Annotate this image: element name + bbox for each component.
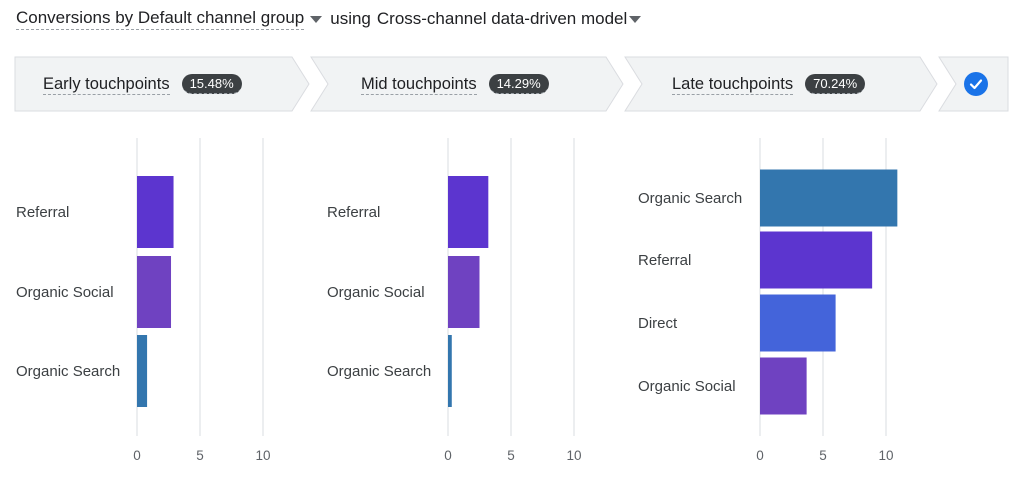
attribution-model-dropdown[interactable]: Cross-channel data-driven model (377, 9, 649, 29)
stage-early-label: Early touchpoints (43, 74, 170, 95)
touchpoint-stages-bar: Early touchpoints 15.48% Mid touchpoints… (0, 56, 1024, 112)
category-label: Organic Search (16, 363, 120, 380)
metric-dimension-dropdown[interactable]: Conversions by Default channel group (16, 8, 330, 30)
stage-late-percent-badge: 70.24% (805, 74, 866, 94)
conversion-check-icon (964, 72, 988, 96)
checkmark-icon (969, 79, 983, 90)
category-label: Referral (327, 204, 380, 221)
bar (760, 231, 873, 289)
category-label: Organic Search (638, 190, 742, 207)
bar (760, 169, 898, 227)
metric-dimension-label: Conversions by Default channel group (16, 8, 305, 30)
category-label: Organic Social (16, 284, 114, 301)
stage-arrow-late[interactable] (624, 56, 938, 112)
category-label: Organic Social (638, 378, 736, 395)
category-label: Direct (638, 315, 678, 332)
report-title-row: Conversions by Default channel group usi… (16, 6, 649, 32)
stage-arrows (14, 56, 1009, 112)
bar (137, 256, 172, 328)
x-tick-label: 0 (444, 448, 452, 463)
stage-mid-percent-badge: 14.29% (488, 74, 549, 94)
category-label: Referral (638, 252, 691, 269)
category-label: Organic Social (327, 284, 425, 301)
stage-early[interactable]: Early touchpoints 15.48% (43, 56, 242, 112)
bar (760, 357, 807, 415)
stage-late[interactable]: Late touchpoints 70.24% (672, 56, 866, 112)
bar (137, 335, 148, 407)
x-tick-label: 5 (507, 448, 515, 463)
category-label: Referral (16, 204, 69, 221)
attribution-model-label: Cross-channel data-driven model (376, 9, 628, 28)
stage-arrow-mid[interactable] (310, 56, 624, 112)
model-prefix-text: using (330, 9, 371, 28)
x-tick-label: 0 (133, 448, 141, 463)
x-tick-label: 5 (196, 448, 204, 463)
x-tick-label: 5 (819, 448, 827, 463)
x-tick-label: 10 (878, 448, 893, 463)
x-tick-label: 10 (566, 448, 581, 463)
bar (448, 176, 489, 248)
bar (448, 256, 480, 328)
stage-mid[interactable]: Mid touchpoints 14.29% (361, 56, 549, 112)
chevron-down-icon (629, 15, 642, 23)
x-tick-label: 0 (756, 448, 764, 463)
bar (137, 176, 174, 248)
category-label: Organic Search (327, 363, 431, 380)
stage-early-percent-badge: 15.48% (181, 74, 242, 94)
stage-late-label: Late touchpoints (672, 74, 794, 95)
x-tick-label: 10 (255, 448, 270, 463)
chevron-down-icon (310, 15, 323, 23)
bar (448, 335, 452, 407)
stage-arrow-early[interactable] (14, 56, 310, 112)
bar (760, 294, 836, 352)
stage-mid-label: Mid touchpoints (361, 74, 477, 95)
